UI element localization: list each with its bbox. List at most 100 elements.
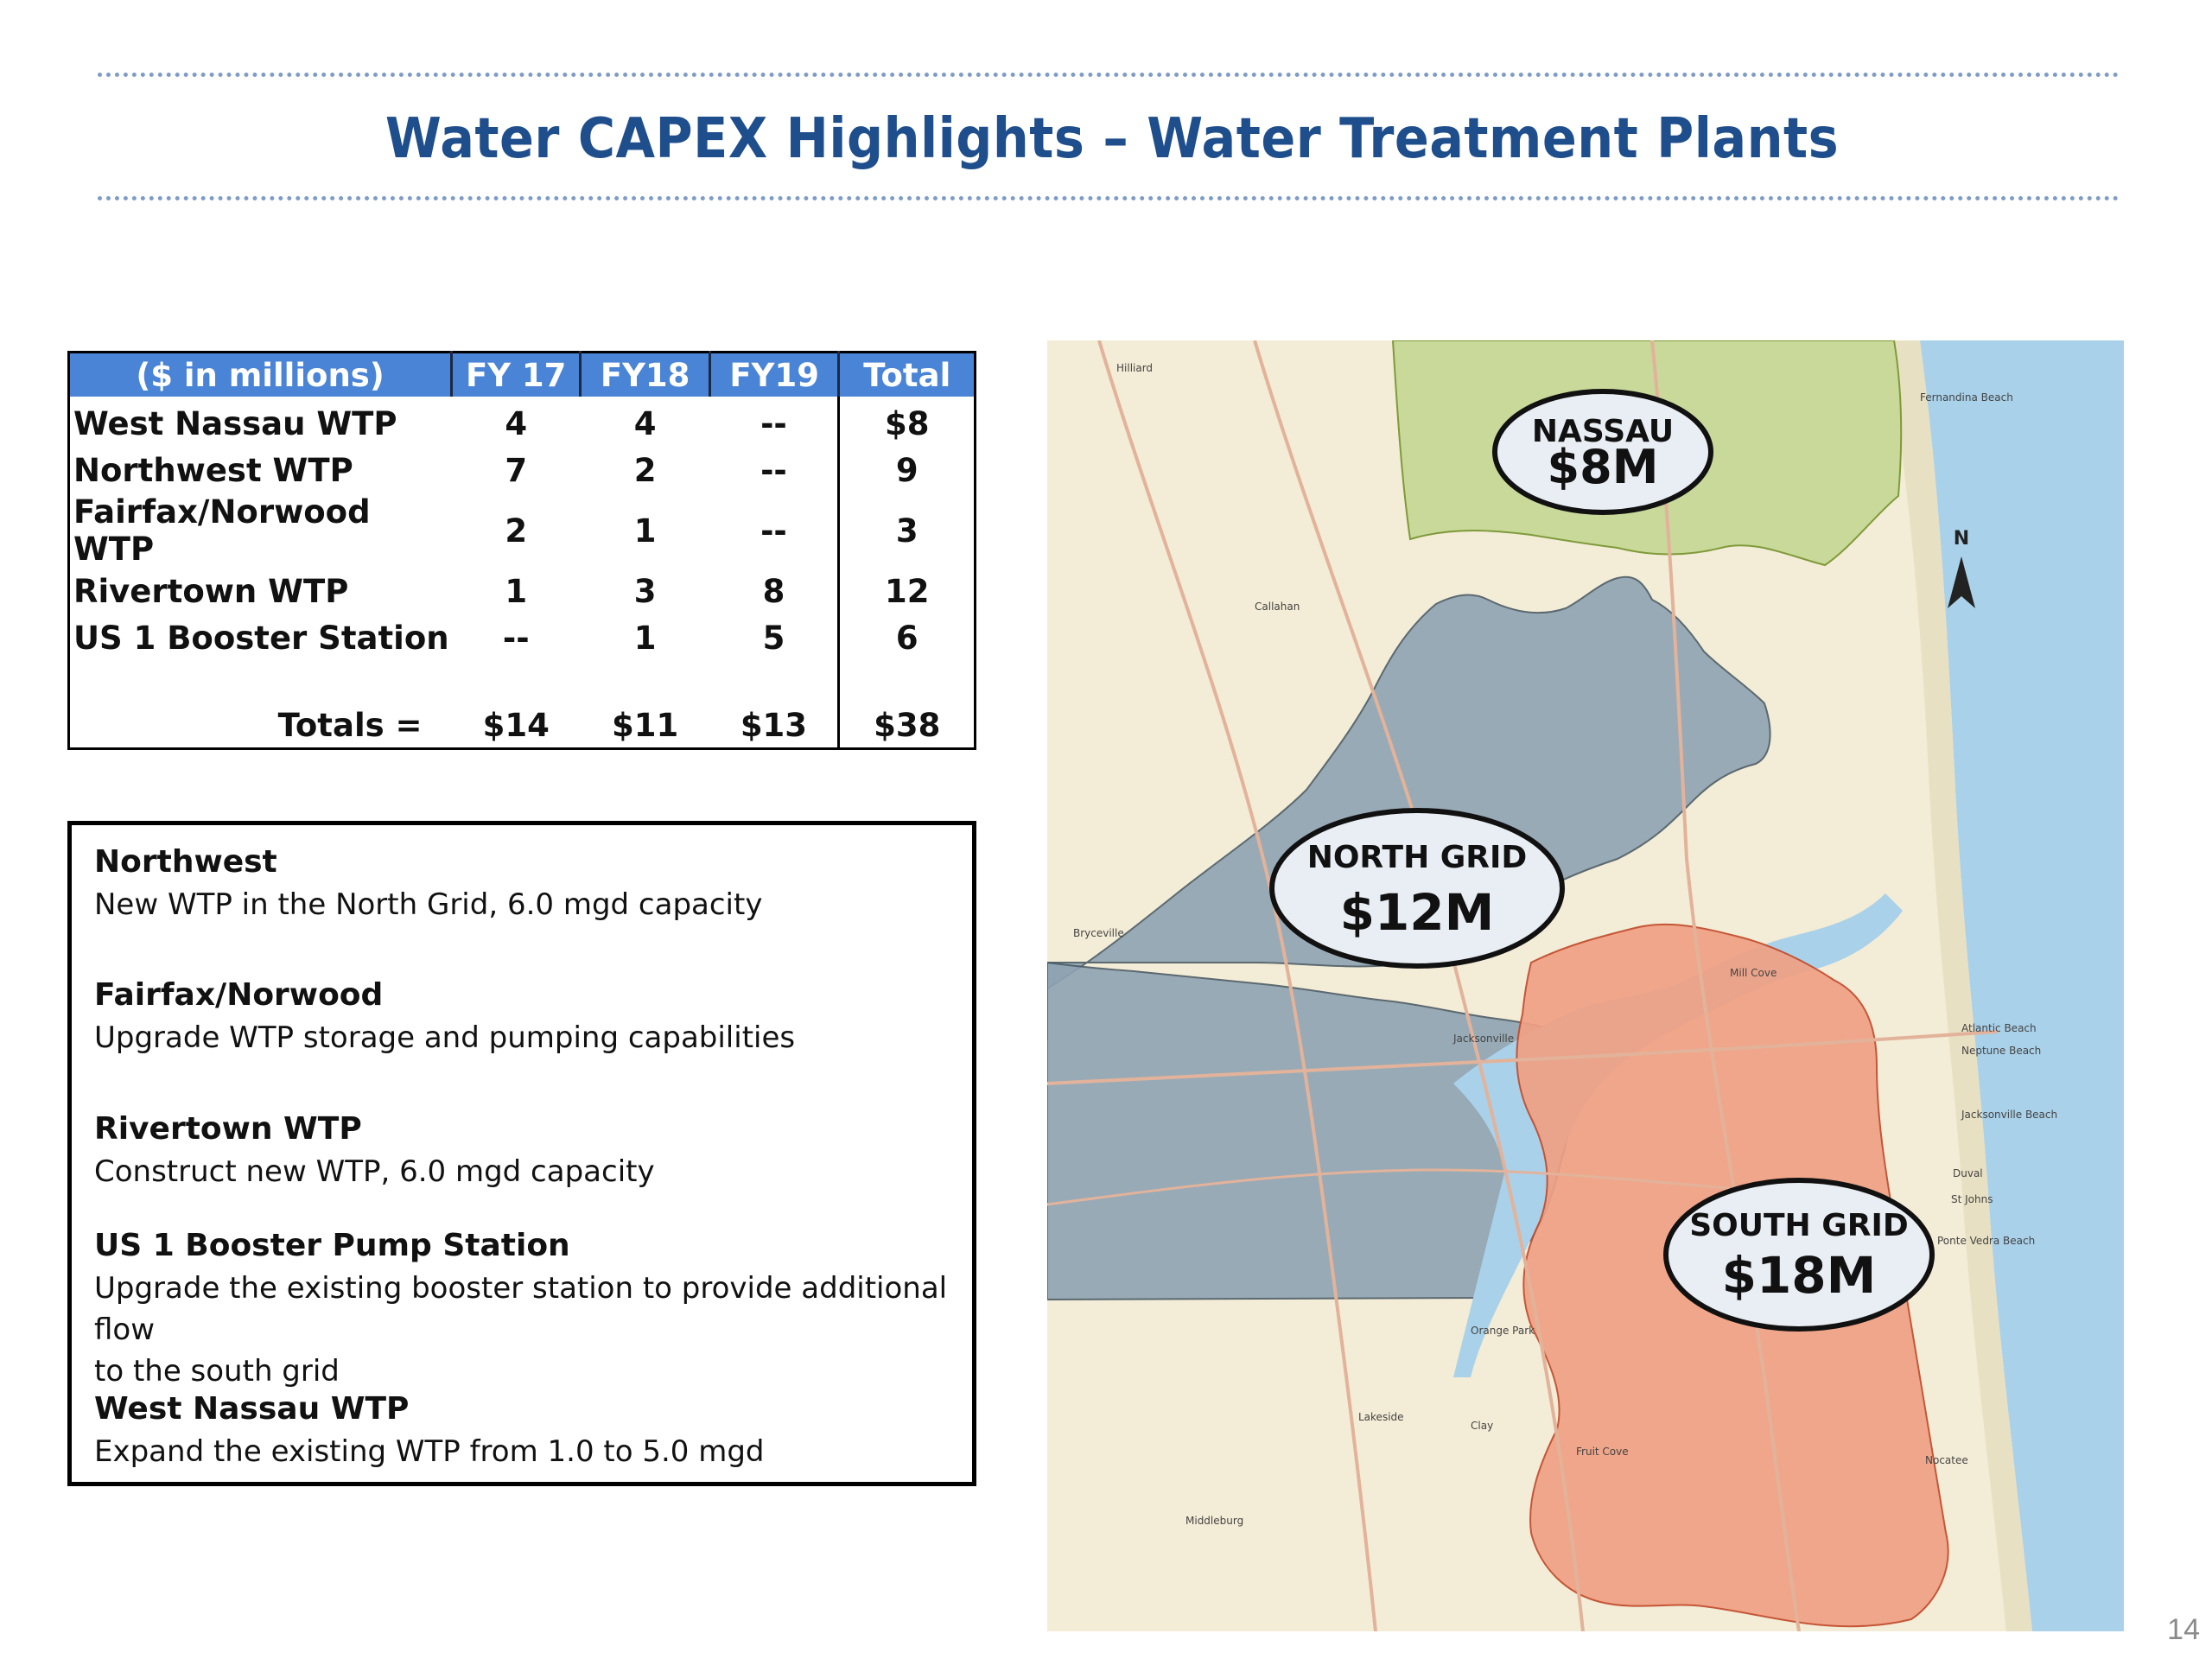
cell-fy17: 7 (505, 451, 528, 489)
table-row: US 1 Booster Station -- 1 5 6 (69, 614, 976, 661)
north-label: N (1954, 528, 1969, 550)
cell-total: 6 (837, 614, 976, 661)
desc-text: Construct new WTP, 6.0 mgd capacity (94, 1154, 655, 1189)
desc-rivertown: Rivertown WTP Construct new WTP, 6.0 mgd… (94, 1108, 955, 1192)
top-dotted-rule (98, 73, 2120, 77)
place-label: Middleburg (1185, 1515, 1243, 1527)
project-descriptions-box: Northwest New WTP in the North Grid, 6.0… (67, 821, 976, 1486)
nassau-bubble: NASSAU $8M (1492, 389, 1713, 515)
table-row: Rivertown WTP 1 3 8 12 (69, 568, 976, 614)
header-fy17: FY 17 (451, 352, 582, 397)
cell-fy19: -- (760, 404, 787, 442)
totals-row: Totals = $14 $11 $13 $38 (69, 661, 976, 749)
desc-text: Expand the existing WTP from 1.0 to 5.0 … (94, 1434, 765, 1469)
road (1253, 340, 1585, 1631)
desc-text: Upgrade the existing booster station to … (94, 1271, 948, 1347)
capex-table: ($ in millions) FY 17 FY18 FY19 Total We… (67, 351, 976, 750)
road (1097, 340, 1377, 1631)
desc-heading: West Nassau WTP (94, 1391, 410, 1427)
road (1047, 1168, 1826, 1206)
cell-total: 3 (837, 493, 976, 568)
cell-fy17: 4 (505, 404, 528, 442)
desc-heading: US 1 Booster Pump Station (94, 1228, 570, 1263)
header-fy19: FY19 (709, 352, 841, 397)
row-name: Rivertown WTP (73, 572, 349, 610)
place-label: Neptune Beach (1961, 1045, 2041, 1057)
row-name: Fairfax/Norwood WTP (73, 493, 371, 568)
totals-fy17: $14 (482, 707, 550, 744)
place-label: Jacksonville Beach (1961, 1109, 2057, 1121)
desc-west-nassau: West Nassau WTP Expand the existing WTP … (94, 1388, 955, 1472)
cell-total: $8 (837, 397, 976, 447)
table-header-row: ($ in millions) FY 17 FY18 FY19 Total (68, 352, 976, 397)
desc-text: New WTP in the North Grid, 6.0 mgd capac… (94, 887, 763, 922)
place-label: Lakeside (1358, 1411, 1404, 1423)
north-arrow-icon: N (1948, 528, 1975, 608)
place-label: Fernandina Beach (1920, 391, 2013, 404)
place-label: Callahan (1255, 601, 1300, 613)
place-label: Orange Park (1471, 1325, 1535, 1337)
header-fy18: FY18 (580, 352, 711, 397)
totals-fy18: $11 (612, 707, 679, 744)
row-name: West Nassau WTP (73, 404, 397, 442)
totals-total: $38 (837, 661, 976, 749)
place-label: Duval (1953, 1167, 1983, 1179)
nassau-bubble-amount: $8M (1548, 440, 1659, 494)
cell-fy18: 4 (633, 404, 657, 442)
page-number: 14 (2167, 1613, 2200, 1646)
place-label: Ponte Vedra Beach (1937, 1235, 2035, 1247)
place-label: Jacksonville (1452, 1033, 1514, 1045)
row-name: US 1 Booster Station (73, 619, 449, 657)
cell-fy18: 3 (633, 572, 657, 610)
desc-text: Upgrade WTP storage and pumping capabili… (94, 1020, 796, 1055)
north-arrow-shape (1948, 556, 1975, 608)
south-grid-bubble: SOUTH GRID $18M (1663, 1178, 1935, 1332)
cell-fy17: 2 (505, 512, 528, 550)
desc-fairfax-norwood: Fairfax/Norwood Upgrade WTP storage and … (94, 974, 955, 1058)
nassau-bubble-name: NASSAU (1532, 414, 1674, 449)
place-label: Hilliard (1116, 362, 1153, 374)
place-label: Fruit Cove (1576, 1446, 1629, 1458)
place-label: Bryceville (1073, 927, 1124, 939)
cell-total: 9 (837, 447, 976, 493)
desc-heading: Fairfax/Norwood (94, 977, 384, 1013)
table-row: West Nassau WTP 4 4 -- $8 (69, 397, 976, 447)
table-row: Northwest WTP 7 2 -- 9 (69, 447, 976, 493)
place-label: Clay (1471, 1420, 1493, 1432)
cell-fy18: 1 (633, 619, 657, 657)
north-grid-bubble: NORTH GRID $12M (1269, 808, 1565, 969)
road (1650, 340, 1801, 1631)
cell-total: 12 (837, 568, 976, 614)
map-coast (1885, 340, 2032, 1631)
cell-fy18: 1 (633, 512, 657, 550)
cell-fy17: 1 (505, 572, 528, 610)
road (1047, 1030, 1999, 1085)
totals-fy19: $13 (740, 707, 808, 744)
table-row: Fairfax/Norwood WTP 2 1 -- 3 (69, 493, 976, 568)
row-name: Northwest WTP (73, 451, 353, 489)
place-label: Atlantic Beach (1961, 1022, 2037, 1034)
desc-text: to the south grid (94, 1354, 340, 1389)
header-millions: ($ in millions) (68, 352, 454, 397)
bottom-dotted-rule (98, 196, 2120, 200)
desc-us1-booster: US 1 Booster Pump Station Upgrade the ex… (94, 1224, 955, 1392)
totals-label: Totals = (277, 707, 423, 744)
header-total: Total (838, 352, 976, 397)
map-ocean (1920, 340, 2124, 1631)
south-grid-bubble-name: SOUTH GRID (1689, 1208, 1909, 1243)
north-grid-bubble-amount: $12M (1340, 883, 1495, 942)
north-grid-bubble-name: NORTH GRID (1307, 840, 1528, 875)
place-label: Nocatee (1925, 1454, 1968, 1466)
page-title: Water CAPEX Highlights – Water Treatment… (385, 107, 1840, 171)
desc-heading: Northwest (94, 844, 277, 880)
south-grid-bubble-amount: $18M (1722, 1246, 1877, 1305)
cell-fy19: 8 (762, 572, 785, 610)
place-label: Mill Cove (1730, 967, 1777, 979)
desc-heading: Rivertown WTP (94, 1111, 362, 1147)
cell-fy19: 5 (762, 619, 785, 657)
cell-fy17: -- (502, 619, 530, 657)
desc-northwest: Northwest New WTP in the North Grid, 6.0… (94, 841, 955, 925)
service-area-map: Hilliard Fernandina Beach Callahan Bryce… (1047, 340, 2124, 1631)
cell-fy19: -- (760, 512, 787, 550)
cell-fy19: -- (760, 451, 787, 489)
